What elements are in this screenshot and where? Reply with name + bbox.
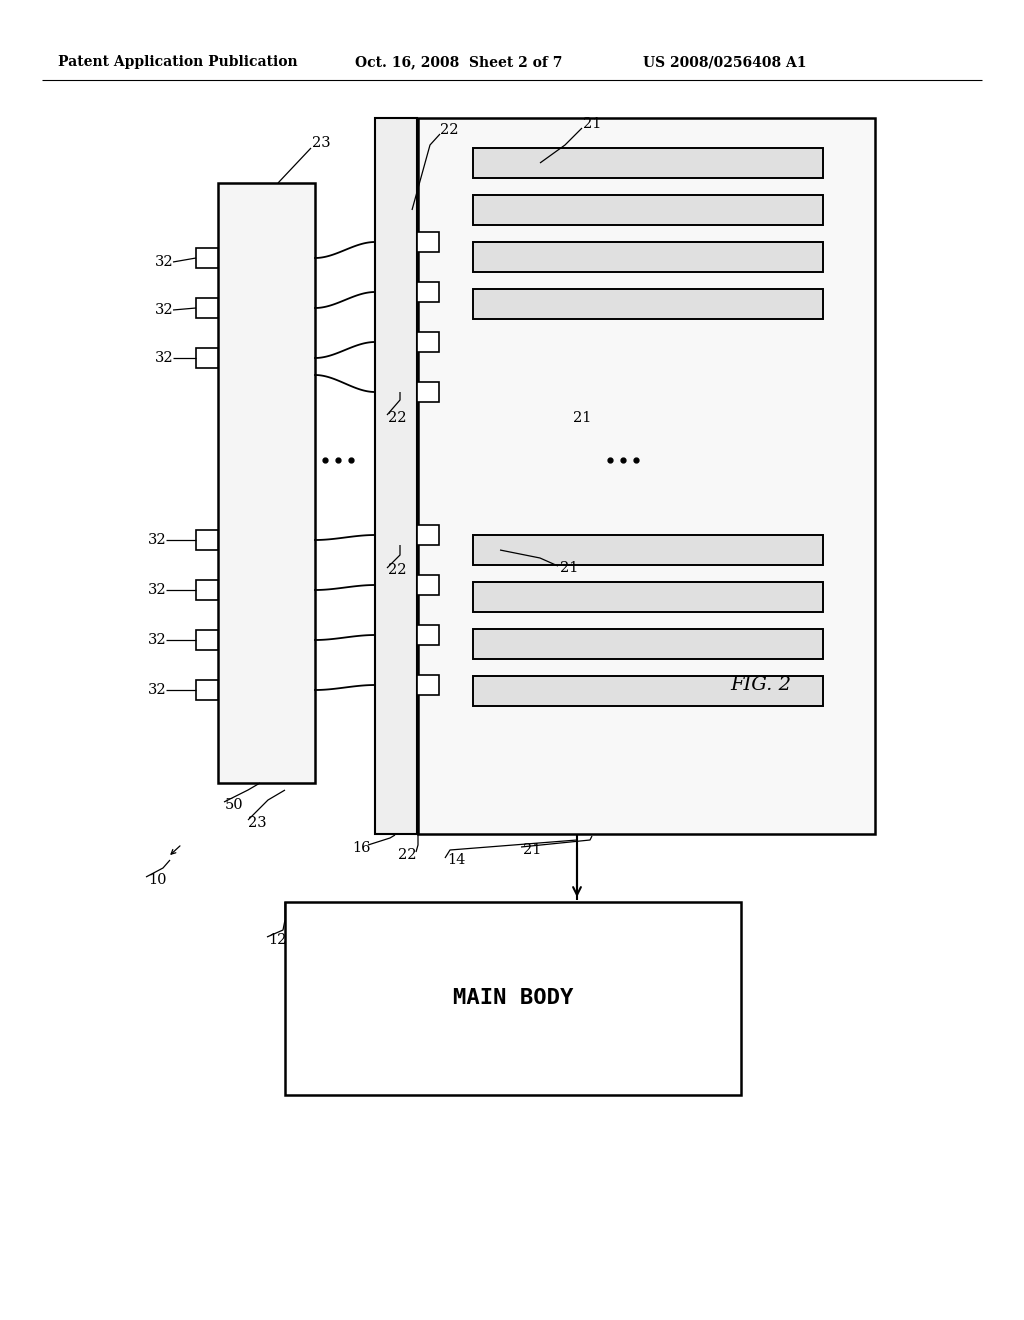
Text: 22: 22: [388, 411, 407, 425]
Text: US 2008/0256408 A1: US 2008/0256408 A1: [643, 55, 807, 69]
Text: 22: 22: [398, 847, 417, 862]
Polygon shape: [417, 624, 439, 645]
Polygon shape: [375, 117, 417, 834]
Text: 32: 32: [148, 533, 167, 546]
Polygon shape: [196, 248, 218, 268]
Text: 21: 21: [583, 117, 601, 131]
Text: 23: 23: [248, 816, 266, 830]
Text: MAIN BODY: MAIN BODY: [453, 989, 573, 1008]
Text: 22: 22: [388, 564, 407, 577]
Polygon shape: [417, 675, 439, 696]
Polygon shape: [196, 348, 218, 368]
Text: Oct. 16, 2008  Sheet 2 of 7: Oct. 16, 2008 Sheet 2 of 7: [355, 55, 562, 69]
Polygon shape: [418, 117, 874, 834]
Text: 32: 32: [155, 255, 174, 269]
Text: Patent Application Publication: Patent Application Publication: [58, 55, 298, 69]
Text: 10: 10: [148, 873, 167, 887]
Polygon shape: [473, 535, 823, 565]
Polygon shape: [473, 195, 823, 224]
Text: FIG. 2: FIG. 2: [730, 676, 791, 694]
Polygon shape: [417, 282, 439, 302]
Polygon shape: [473, 582, 823, 612]
Polygon shape: [285, 902, 741, 1096]
Polygon shape: [473, 289, 823, 319]
Polygon shape: [473, 148, 823, 178]
Text: 32: 32: [155, 351, 174, 366]
Polygon shape: [417, 381, 439, 403]
Polygon shape: [218, 183, 315, 783]
Text: 14: 14: [447, 853, 465, 867]
Polygon shape: [417, 333, 439, 352]
Text: 32: 32: [155, 304, 174, 317]
Text: 32: 32: [148, 634, 167, 647]
Text: 21: 21: [560, 561, 579, 576]
Polygon shape: [196, 630, 218, 649]
Polygon shape: [196, 680, 218, 700]
Text: 32: 32: [148, 583, 167, 597]
Polygon shape: [473, 676, 823, 706]
Text: 21: 21: [573, 411, 592, 425]
Polygon shape: [196, 531, 218, 550]
Text: 16: 16: [352, 841, 371, 855]
Polygon shape: [417, 525, 439, 545]
Text: 32: 32: [148, 682, 167, 697]
Polygon shape: [473, 630, 823, 659]
Text: 23: 23: [312, 136, 331, 150]
Polygon shape: [417, 576, 439, 595]
Text: 22: 22: [440, 123, 459, 137]
Text: 50: 50: [225, 799, 244, 812]
Polygon shape: [196, 579, 218, 601]
Polygon shape: [417, 232, 439, 252]
Polygon shape: [473, 242, 823, 272]
Text: 21: 21: [523, 843, 542, 857]
Polygon shape: [196, 298, 218, 318]
Text: 12: 12: [268, 933, 287, 946]
